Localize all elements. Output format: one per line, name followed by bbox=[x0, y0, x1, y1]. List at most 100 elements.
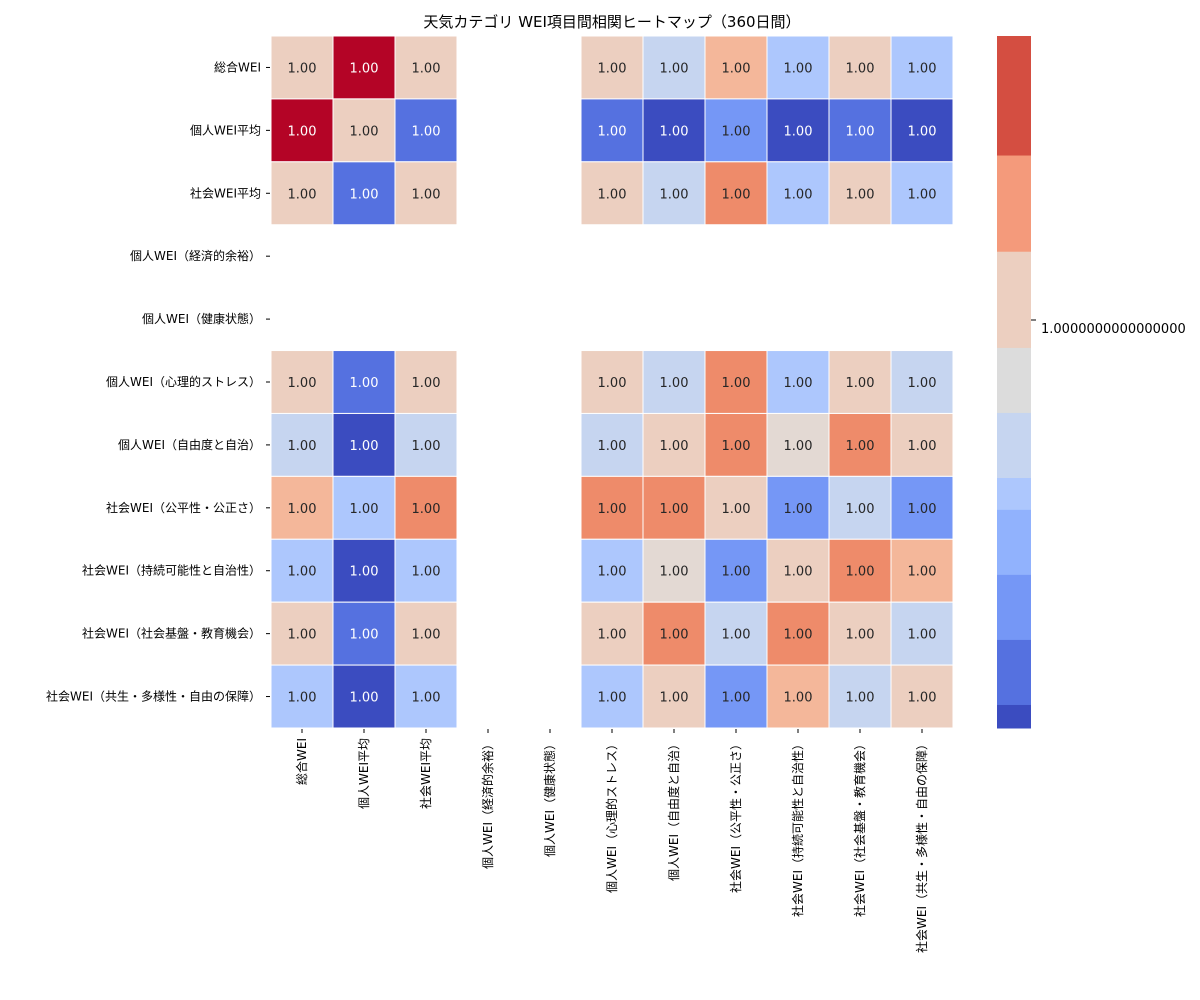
cell-value-label: 1.00 bbox=[908, 502, 937, 517]
heatmap-cell bbox=[394, 350, 458, 414]
colorbar-band bbox=[997, 36, 1031, 156]
heatmap-cell bbox=[704, 475, 768, 540]
cell-value-label: 1.00 bbox=[784, 61, 813, 76]
cell-value-label: 1.00 bbox=[784, 628, 813, 643]
cell-value-label: 1.00 bbox=[846, 565, 875, 580]
heatmap-cell bbox=[394, 412, 458, 477]
cell-value-label: 1.00 bbox=[846, 628, 875, 643]
cell-value-label: 1.00 bbox=[660, 502, 689, 517]
heatmap-cell bbox=[394, 664, 458, 729]
cell-value-label: 1.00 bbox=[784, 691, 813, 706]
column-tick-label: 社会WEI（持続可能性と自治性） bbox=[790, 738, 805, 917]
heatmap-cell bbox=[270, 412, 334, 477]
cell-value-label: 1.00 bbox=[722, 691, 751, 706]
cell-value-label: 1.00 bbox=[722, 502, 751, 517]
cell-value-label: 1.00 bbox=[598, 439, 627, 454]
cell-value-label: 1.00 bbox=[784, 502, 813, 517]
heatmap-cell bbox=[394, 601, 458, 666]
heatmap-cell bbox=[270, 475, 334, 540]
column-tick-label: 社会WEI（社会基盤・教育機会） bbox=[852, 738, 867, 917]
heatmap-cell bbox=[766, 412, 830, 477]
heatmap-cell bbox=[332, 161, 396, 226]
cell-value-label: 1.00 bbox=[288, 376, 317, 391]
heatmap-cell bbox=[332, 664, 396, 729]
cell-value-label: 1.00 bbox=[660, 187, 689, 202]
cell-value-label: 1.00 bbox=[908, 124, 937, 139]
cell-value-label: 1.00 bbox=[598, 502, 627, 517]
heatmap-cell bbox=[766, 538, 830, 603]
cell-value-label: 1.00 bbox=[784, 565, 813, 580]
cell-value-label: 1.00 bbox=[350, 565, 379, 580]
cell-value-label: 1.00 bbox=[784, 124, 813, 139]
cell-value-label: 1.00 bbox=[908, 691, 937, 706]
cell-value-label: 1.00 bbox=[722, 187, 751, 202]
cell-value-label: 1.00 bbox=[660, 376, 689, 391]
heatmap-cell bbox=[580, 161, 644, 226]
cell-value-label: 1.00 bbox=[846, 124, 875, 139]
heatmap-cell bbox=[332, 35, 396, 100]
cell-value-label: 1.00 bbox=[288, 565, 317, 580]
heatmap-cell bbox=[394, 161, 458, 226]
colorbar-band bbox=[997, 155, 1031, 252]
cell-value-label: 1.00 bbox=[350, 124, 379, 139]
chart-title: 天気カテゴリ WEI項目間相関ヒートマップ（360日間） bbox=[423, 13, 800, 31]
cell-value-label: 1.00 bbox=[412, 565, 441, 580]
colorbar-band bbox=[997, 639, 1031, 705]
colorbar-band bbox=[997, 509, 1031, 575]
heatmap-cell bbox=[890, 350, 954, 414]
heatmap-cell bbox=[642, 161, 706, 226]
cell-value-label: 1.00 bbox=[846, 439, 875, 454]
cell-value-label: 1.00 bbox=[288, 187, 317, 202]
heatmap-cell bbox=[890, 412, 954, 477]
cell-value-label: 1.00 bbox=[846, 61, 875, 76]
heatmap-cell bbox=[394, 475, 458, 540]
cell-value-label: 1.00 bbox=[908, 628, 937, 643]
heatmap-cell bbox=[270, 35, 334, 100]
cell-value-label: 1.00 bbox=[846, 187, 875, 202]
row-tick-label: 個人WEI平均 bbox=[190, 123, 261, 137]
cell-value-label: 1.00 bbox=[350, 61, 379, 76]
cell-value-label: 1.00 bbox=[288, 61, 317, 76]
cell-value-label: 1.00 bbox=[288, 124, 317, 139]
cell-value-label: 1.00 bbox=[784, 187, 813, 202]
cell-value-label: 1.00 bbox=[722, 124, 751, 139]
cell-value-label: 1.00 bbox=[412, 502, 441, 517]
cell-value-label: 1.00 bbox=[598, 376, 627, 391]
heatmap-cell bbox=[332, 538, 396, 603]
heatmap-cell bbox=[580, 475, 644, 540]
heatmap-cell bbox=[766, 161, 830, 226]
cell-value-label: 1.00 bbox=[350, 376, 379, 391]
cell-value-label: 1.00 bbox=[784, 439, 813, 454]
row-tick-label: 社会WEI平均 bbox=[190, 185, 261, 200]
cell-value-label: 1.00 bbox=[660, 565, 689, 580]
cell-value-label: 1.00 bbox=[288, 502, 317, 517]
cell-value-label: 1.00 bbox=[350, 628, 379, 643]
heatmap-cell bbox=[828, 475, 892, 540]
heatmap-cell bbox=[580, 35, 644, 100]
cell-value-label: 1.00 bbox=[908, 565, 937, 580]
cell-value-label: 1.00 bbox=[660, 691, 689, 706]
column-tick-labels: 総合WEI 個人WEI平均 社会WEI平均 個人WEI（経済的余裕） 個人WEI（健康状… bbox=[294, 729, 929, 953]
heatmap-cell bbox=[642, 664, 706, 729]
heatmap-cell bbox=[332, 350, 396, 414]
cell-value-label: 1.00 bbox=[350, 187, 379, 202]
cell-value-label: 1.00 bbox=[412, 628, 441, 643]
heatmap-cell bbox=[766, 664, 830, 729]
colorbar-band bbox=[997, 704, 1031, 729]
heatmap-cell bbox=[270, 664, 334, 729]
cell-value-label: 1.00 bbox=[660, 628, 689, 643]
cell-value-label: 1.00 bbox=[784, 376, 813, 391]
row-tick-label: 個人WEI（経済的余裕） bbox=[130, 248, 261, 263]
heatmap-cell bbox=[642, 538, 706, 603]
heatmap-cell bbox=[580, 350, 644, 414]
heatmap-cell bbox=[642, 601, 706, 666]
column-tick-label: 個人WEI（自由度と自治） bbox=[666, 738, 681, 881]
heatmap-cell bbox=[890, 161, 954, 226]
colorbar-tick-label: 1.0000000000000000 bbox=[1041, 322, 1186, 337]
cell-value-label: 1.00 bbox=[722, 376, 751, 391]
cell-value-label: 1.00 bbox=[412, 61, 441, 76]
colorbar-band bbox=[997, 251, 1031, 348]
column-tick-label: 個人WEI（心理的ストレス） bbox=[604, 738, 619, 893]
cell-value-label: 1.00 bbox=[908, 187, 937, 202]
